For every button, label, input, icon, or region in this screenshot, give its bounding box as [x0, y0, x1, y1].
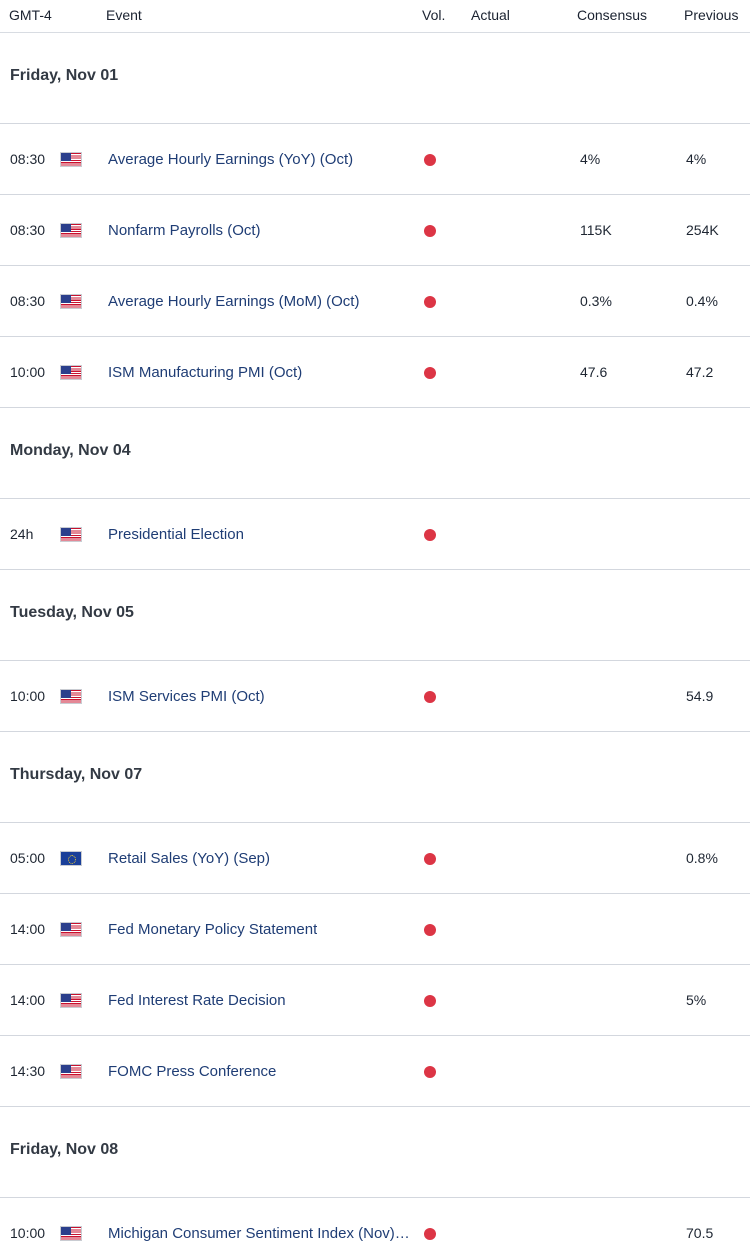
us-flag-icon — [60, 152, 82, 167]
event-name-link[interactable]: FOMC Press Conference — [108, 1063, 277, 1080]
consensus-header: Consensus — [577, 7, 648, 23]
table-header: GMT-4 Event Vol. Actual Consensus Previo… — [0, 0, 750, 33]
date-label: Friday, Nov 08 — [10, 1141, 119, 1158]
event-time: 14:00 — [10, 992, 46, 1008]
previous-value: 0.8% — [686, 850, 718, 866]
red-dot-icon — [424, 154, 436, 166]
date-label: Tuesday, Nov 05 — [10, 604, 134, 621]
event-name-link[interactable]: Average Hourly Earnings (YoY) (Oct) — [108, 151, 354, 168]
us-flag-icon — [60, 1064, 82, 1079]
date-label: Thursday, Nov 07 — [10, 766, 143, 783]
red-dot-icon — [424, 1066, 436, 1078]
table-row[interactable]: 14:30 FOMC Press Conference — [0, 1036, 750, 1107]
us-flag-icon — [60, 527, 82, 542]
event-name-link[interactable]: Fed Monetary Policy Statement — [108, 921, 318, 938]
event-name-link[interactable]: ISM Services PMI (Oct) — [108, 688, 265, 705]
event-time: 10:00 — [10, 1225, 46, 1241]
previous-value: 0.4% — [686, 293, 718, 309]
consensus-value: 0.3% — [580, 293, 612, 309]
event-time: 08:30 — [10, 151, 46, 167]
event-name-link[interactable]: Presidential Election — [108, 526, 244, 543]
red-dot-icon — [424, 296, 436, 308]
volatility-header: Vol. — [422, 7, 446, 23]
eu-flag-icon — [60, 851, 82, 866]
date-header-row: Tuesday, Nov 05 — [0, 570, 750, 661]
event-time: 08:30 — [10, 293, 46, 309]
red-dot-icon — [424, 924, 436, 936]
event-name-link[interactable]: Average Hourly Earnings (MoM) (Oct) — [108, 293, 360, 310]
table-row[interactable]: 08:30 Nonfarm Payrolls (Oct) 115K 254K — [0, 195, 750, 266]
event-time: 05:00 — [10, 850, 46, 866]
previous-value: 4% — [686, 151, 707, 167]
event-name-link[interactable]: ISM Manufacturing PMI (Oct) — [108, 364, 303, 381]
us-flag-icon — [60, 993, 82, 1008]
table-row[interactable]: 08:30 Average Hourly Earnings (YoY) (Oct)… — [0, 124, 750, 195]
event-header: Event — [106, 7, 142, 23]
us-flag-icon — [60, 223, 82, 238]
date-header-row: Friday, Nov 08 — [0, 1107, 750, 1198]
previous-value: 5% — [686, 992, 707, 1008]
red-dot-icon — [424, 691, 436, 703]
table-row[interactable]: 05:00 Retail Sales (YoY) (Sep) 0.8% — [0, 823, 750, 894]
table-row[interactable]: 24h Presidential Election — [0, 499, 750, 570]
us-flag-icon — [60, 1226, 82, 1241]
event-time: 10:00 — [10, 364, 46, 380]
us-flag-icon — [60, 689, 82, 704]
table-row[interactable]: 08:30 Average Hourly Earnings (MoM) (Oct)… — [0, 266, 750, 337]
event-name-link[interactable]: Fed Interest Rate Decision — [108, 992, 286, 1009]
date-header-row: Friday, Nov 01 — [0, 33, 750, 124]
us-flag-icon — [60, 365, 82, 380]
table-row[interactable]: 14:00 Fed Monetary Policy Statement — [0, 894, 750, 965]
date-header-row: Thursday, Nov 07 — [0, 732, 750, 823]
date-header-row: Monday, Nov 04 — [0, 408, 750, 499]
red-dot-icon — [424, 367, 436, 379]
event-time: 08:30 — [10, 222, 46, 238]
red-dot-icon — [424, 853, 436, 865]
previous-value: 70.5 — [686, 1225, 714, 1241]
previous-value: 254K — [686, 222, 719, 238]
event-time: 10:00 — [10, 688, 46, 704]
event-name-link[interactable]: Michigan Consumer Sentiment Index (Nov)… — [108, 1225, 410, 1242]
red-dot-icon — [424, 995, 436, 1007]
red-dot-icon — [424, 225, 436, 237]
consensus-value: 47.6 — [580, 364, 608, 380]
red-dot-icon — [424, 1228, 436, 1240]
date-label: Friday, Nov 01 — [10, 67, 119, 84]
red-dot-icon — [424, 529, 436, 541]
table-row[interactable]: 10:00 Michigan Consumer Sentiment Index (… — [0, 1198, 750, 1242]
event-name-link[interactable]: Retail Sales (YoY) (Sep) — [108, 850, 271, 867]
table-row[interactable]: 10:00 ISM Manufacturing PMI (Oct) 47.6 47.2 — [0, 337, 750, 408]
us-flag-icon — [60, 294, 82, 309]
table-row[interactable]: 14:00 Fed Interest Rate Decision 5% — [0, 965, 750, 1036]
consensus-value: 115K — [580, 222, 612, 238]
previous-value: 47.2 — [686, 364, 714, 380]
event-name-link[interactable]: Nonfarm Payrolls (Oct) — [108, 222, 261, 239]
consensus-value: 4% — [580, 151, 601, 167]
previous-header: Previous — [684, 7, 739, 23]
actual-header: Actual — [471, 7, 510, 23]
event-time: 14:30 — [10, 1063, 46, 1079]
timezone-header[interactable]: GMT-4 — [9, 7, 52, 23]
event-time: 14:00 — [10, 921, 46, 937]
date-label: Monday, Nov 04 — [10, 442, 131, 459]
table-row[interactable]: 10:00 ISM Services PMI (Oct) 54.9 — [0, 661, 750, 732]
event-time: 24h — [10, 526, 34, 542]
us-flag-icon — [60, 922, 82, 937]
previous-value: 54.9 — [686, 688, 714, 704]
